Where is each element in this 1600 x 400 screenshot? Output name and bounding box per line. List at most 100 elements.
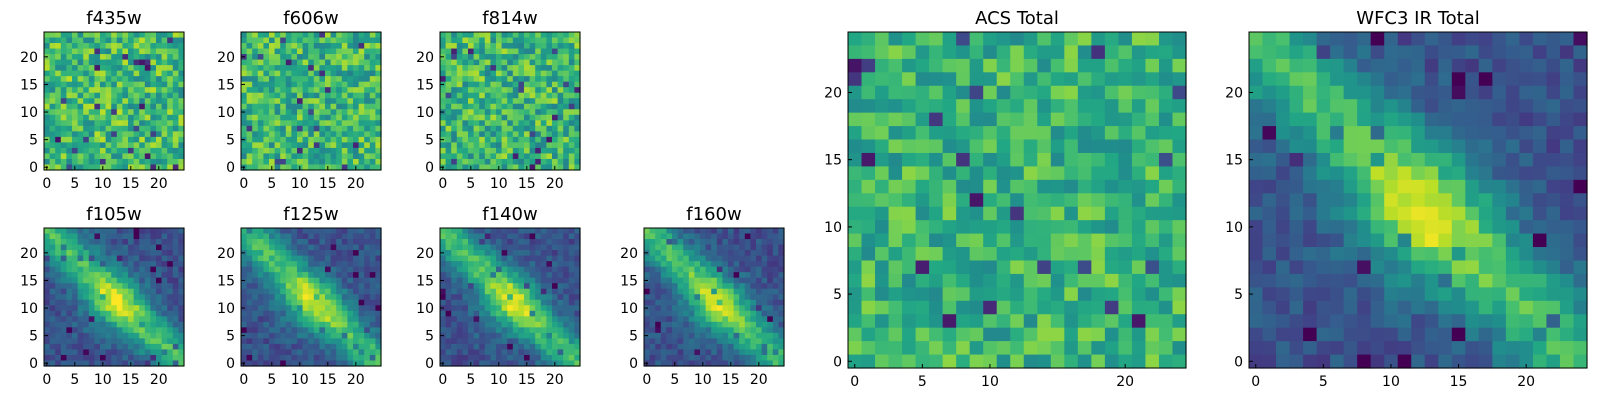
heatmap-cell: [484, 109, 491, 116]
heatmap-cell: [325, 158, 332, 166]
heatmap-cell: [677, 310, 684, 317]
heatmap-cell: [507, 261, 514, 268]
heatmap-cell: [369, 37, 376, 44]
heatmap-cell: [728, 288, 735, 295]
heatmap-cell: [336, 142, 343, 149]
heatmap-cell: [507, 316, 514, 323]
heatmap-cell: [280, 310, 287, 317]
heatmap-cell: [546, 343, 553, 351]
heatmap-cell: [744, 316, 751, 323]
heatmap-cell: [557, 338, 564, 345]
heatmap-cell: [524, 120, 531, 127]
heatmap-cell: [128, 228, 135, 235]
heatmap-cell: [88, 272, 95, 279]
heatmap-cell: [756, 343, 763, 351]
heatmap-cell: [77, 136, 84, 143]
heatmap-cell: [733, 288, 740, 295]
heatmap-cell: [144, 305, 151, 312]
heatmap-cell: [1104, 220, 1119, 235]
heatmap-cell: [150, 299, 157, 306]
axes-frame: [43, 31, 185, 171]
heatmap-cell: [60, 65, 67, 72]
heatmap-cell: [761, 255, 768, 262]
heatmap-cell: [269, 158, 276, 166]
heatmap-cell: [178, 92, 185, 99]
heatmap-cell: [778, 272, 785, 279]
heatmap-cell: [683, 239, 690, 246]
heatmap-cell: [347, 299, 354, 306]
heatmap-cell: [252, 360, 259, 367]
heatmap-cell: [501, 164, 508, 171]
heatmap-cell: [269, 239, 276, 246]
heatmap-cell: [111, 228, 118, 235]
heatmap-cell: [319, 103, 326, 110]
heatmap-cell: [72, 76, 79, 83]
heatmap-cell: [557, 142, 564, 149]
y-tick-label: 20: [416, 50, 434, 66]
heatmap-cell: [308, 98, 315, 105]
heatmap-cell: [733, 277, 740, 284]
heatmap-cell: [563, 43, 570, 50]
heatmap-cell: [375, 43, 382, 50]
heatmap-cell: [302, 48, 309, 55]
heatmap-cell: [353, 349, 360, 356]
heatmap-cell: [1023, 247, 1038, 262]
heatmap-cell: [297, 250, 304, 257]
heatmap-cell: [150, 37, 157, 44]
heatmap-cell: [178, 283, 185, 290]
heatmap-cell: [1104, 139, 1119, 154]
heatmap-cell: [1145, 99, 1160, 114]
heatmap-cell: [375, 87, 382, 94]
heatmap-cell: [1104, 72, 1119, 87]
heatmap-cell: [552, 98, 559, 105]
heatmap-cell: [252, 136, 259, 143]
heatmap-cell: [274, 81, 281, 88]
heatmap-cell: [716, 288, 723, 295]
heatmap-cell: [473, 288, 480, 295]
heatmap-cell: [568, 332, 575, 339]
heatmap-cell: [178, 360, 185, 367]
heatmap-cell: [325, 305, 332, 312]
heatmap-cell: [263, 261, 270, 268]
heatmap-cell: [274, 131, 281, 138]
heatmap-cell: [128, 261, 135, 268]
heatmap-cell: [330, 70, 337, 77]
heatmap-cell: [666, 244, 673, 251]
heatmap-cell: [49, 142, 56, 149]
heatmap-cell: [705, 272, 712, 279]
heatmap-cell: [512, 310, 519, 317]
heatmap-cell: [150, 153, 157, 160]
heatmap-cell: [468, 299, 475, 306]
heatmap-cell: [336, 32, 343, 39]
heatmap-cell: [1050, 220, 1065, 235]
heatmap-cell: [49, 343, 56, 351]
heatmap-cell: [644, 349, 651, 356]
heatmap-cell: [649, 261, 656, 268]
y-tick-label: 10: [416, 301, 434, 317]
heatmap-cell: [280, 92, 287, 99]
heatmap-cell: [722, 266, 729, 273]
heatmap-cell: [144, 37, 151, 44]
heatmap-cell: [263, 272, 270, 279]
heatmap-cell: [330, 250, 337, 257]
x-tick-label: 10: [94, 176, 112, 192]
heatmap-cell: [744, 310, 751, 317]
heatmap-cell: [83, 32, 90, 39]
heatmap-cell: [285, 98, 292, 105]
heatmap-cell: [468, 87, 475, 94]
heatmap-cell: [369, 54, 376, 61]
heatmap-cell: [263, 250, 270, 257]
heatmap-cell: [529, 288, 536, 295]
heatmap-cell: [55, 87, 62, 94]
heatmap-cell: [285, 305, 292, 312]
heatmap-cell: [462, 142, 469, 149]
heatmap-cell: [252, 70, 259, 77]
heatmap-cell: [274, 98, 281, 105]
heatmap-cell: [512, 360, 519, 367]
heatmap-cell: [291, 299, 298, 306]
heatmap-cell: [100, 125, 107, 132]
heatmap-cell: [285, 255, 292, 262]
heatmap-cell: [291, 81, 298, 88]
heatmap-cell: [139, 120, 146, 127]
heatmap-cell: [942, 179, 957, 194]
